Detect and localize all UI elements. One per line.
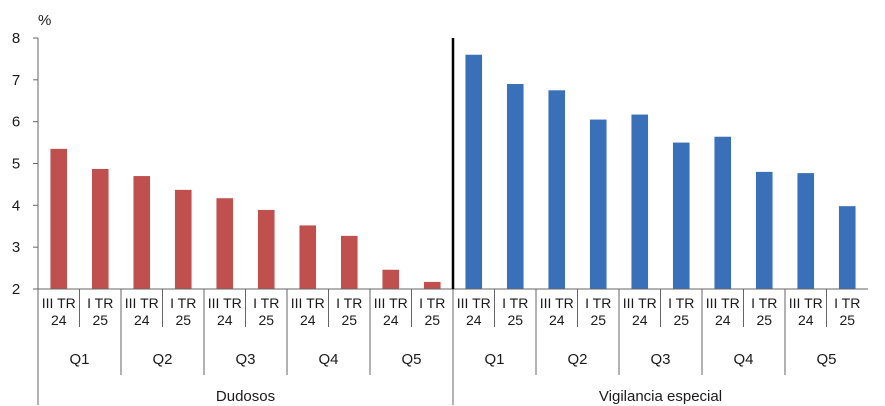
category-label-top-s1-6: III TR: [706, 295, 740, 311]
category-label-bottom-s1-9: 25: [839, 312, 855, 328]
category-label-top-s0-6: III TR: [291, 295, 325, 311]
bar-s0-0: [50, 148, 68, 289]
bar-s1-2: [548, 90, 566, 290]
group-label-s0-3: Q4: [318, 351, 338, 368]
group-label-s1-3: Q4: [733, 351, 753, 368]
bar-s0-1: [91, 168, 109, 289]
bar-s1-1: [506, 84, 524, 290]
bar-s1-7: [755, 171, 773, 289]
bar-s0-9: [423, 281, 441, 289]
category-label-bottom-s0-6: 24: [300, 312, 316, 328]
category-label-bottom-s0-2: 24: [134, 312, 150, 328]
y-tick-label-0: 2: [12, 281, 20, 298]
group-label-s1-4: Q5: [816, 351, 836, 368]
category-label-bottom-s1-2: 24: [549, 312, 565, 328]
group-label-s1-0: Q1: [484, 351, 504, 368]
bar-s0-3: [174, 189, 192, 289]
category-label-top-s0-5: I TR: [253, 295, 279, 311]
group-label-s0-1: Q2: [152, 351, 172, 368]
y-axis-unit-label: %: [38, 12, 51, 29]
category-label-top-s0-2: III TR: [125, 295, 159, 311]
y-tick-label-4: 6: [12, 114, 20, 131]
category-label-bottom-s0-8: 24: [383, 312, 399, 328]
axes: [37, 38, 868, 405]
category-label-bottom-s1-6: 24: [715, 312, 731, 328]
y-tick-label-2: 4: [12, 197, 20, 214]
y-tick-label-6: 8: [12, 30, 20, 47]
bar-s1-3: [589, 119, 607, 289]
category-label-bottom-s0-1: 25: [92, 312, 108, 328]
category-label-top-s0-4: III TR: [208, 295, 242, 311]
category-label-bottom-s1-5: 25: [673, 312, 689, 328]
category-label-top-s0-0: III TR: [42, 295, 76, 311]
group-label-s1-1: Q2: [567, 351, 587, 368]
group-label-s0-2: Q3: [235, 351, 255, 368]
category-label-bottom-s0-5: 25: [258, 312, 274, 328]
category-label-bottom-s1-3: 25: [590, 312, 606, 328]
y-axis: 2 3 4 5 6 7 8: [12, 30, 38, 298]
bar-s1-8: [797, 173, 815, 289]
category-label-top-s1-4: III TR: [623, 295, 657, 311]
bar-s0-7: [340, 235, 358, 289]
section-label-0: Dudosos: [216, 388, 275, 405]
category-label-bottom-s1-8: 24: [798, 312, 814, 328]
y-tick-label-3: 5: [12, 156, 20, 173]
group-label-s0-0: Q1: [69, 351, 89, 368]
category-label-top-s0-7: I TR: [336, 295, 362, 311]
category-label-top-s1-3: I TR: [585, 295, 611, 311]
bar-s0-6: [299, 225, 317, 289]
bar-s0-8: [382, 269, 400, 289]
category-label-bottom-s1-0: 24: [466, 312, 482, 328]
bar-s1-4: [631, 114, 649, 290]
category-label-top-s1-9: I TR: [834, 295, 860, 311]
category-label-bottom-s0-4: 24: [217, 312, 233, 328]
category-label-top-s1-8: III TR: [789, 295, 823, 311]
category-label-bottom-s1-4: 24: [632, 312, 648, 328]
bar-s1-9: [838, 206, 856, 289]
category-label-bottom-s0-3: 25: [175, 312, 191, 328]
bar-s0-5: [257, 209, 275, 289]
y-tick-label-5: 7: [12, 72, 20, 89]
group-label-s1-2: Q3: [650, 351, 670, 368]
category-label-top-s1-0: III TR: [457, 295, 491, 311]
section-label-1: Vigilancia especial: [599, 388, 722, 405]
bar-s1-0: [465, 54, 483, 289]
category-label-top-s0-3: I TR: [170, 295, 196, 311]
category-label-top-s1-5: I TR: [668, 295, 694, 311]
bar-s0-4: [216, 198, 234, 289]
category-label-bottom-s1-1: 25: [507, 312, 523, 328]
category-label-bottom-s0-7: 25: [341, 312, 357, 328]
category-label-bottom-s1-7: 25: [756, 312, 772, 328]
category-label-top-s1-2: III TR: [540, 295, 574, 311]
bar-s1-6: [714, 136, 732, 289]
bar-s0-2: [133, 176, 151, 289]
group-label-s0-4: Q5: [401, 351, 421, 368]
y-tick-label-1: 3: [12, 239, 20, 256]
category-label-top-s0-8: III TR: [374, 295, 408, 311]
category-label-top-s0-9: I TR: [419, 295, 445, 311]
bars: [50, 54, 856, 290]
category-label-top-s0-1: I TR: [87, 295, 113, 311]
bar-s1-5: [672, 142, 690, 289]
category-label-top-s1-7: I TR: [751, 295, 777, 311]
category-label-bottom-s0-0: 24: [51, 312, 67, 328]
category-label-top-s1-1: I TR: [502, 295, 528, 311]
category-label-bottom-s0-9: 25: [424, 312, 440, 328]
